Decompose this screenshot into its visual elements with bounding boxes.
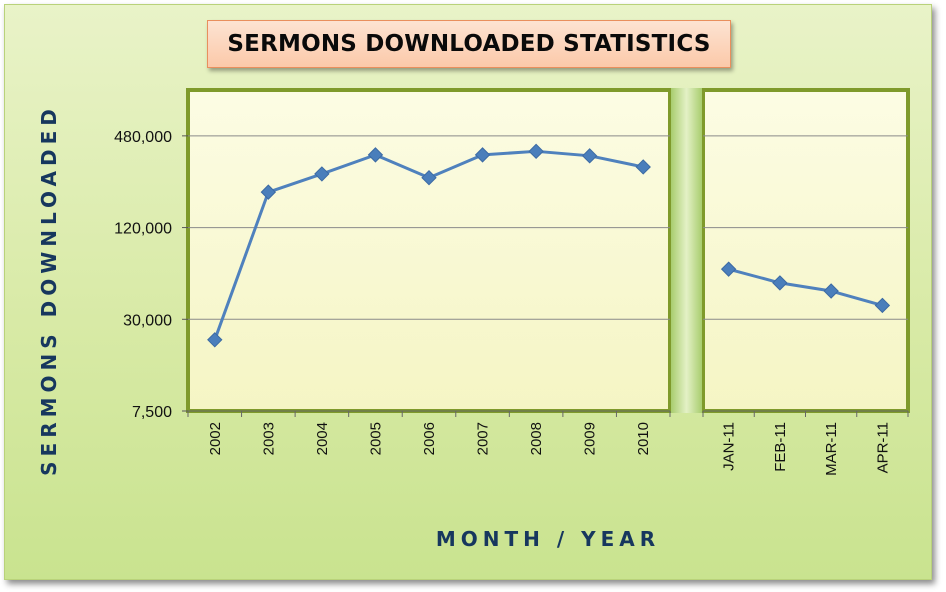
- data-point-2010: [635, 159, 651, 175]
- x-tick-label-APR-11: APR-11: [874, 422, 891, 473]
- x-tick-label-2005: 2005: [367, 422, 384, 455]
- data-point-2004: [314, 166, 330, 182]
- series-line-2: [728, 267, 883, 307]
- data-point-2008: [528, 143, 544, 160]
- data-point-MAR-11: [823, 283, 839, 299]
- data-point-2005: [367, 147, 384, 163]
- data-point-2003: [260, 184, 277, 200]
- chart-title-box: SERMONS DOWNLOADED STATISTICS: [207, 20, 731, 68]
- x-tick-label-2008: 2008: [528, 422, 545, 455]
- data-point-FEB-11: [772, 275, 788, 291]
- x-tick-label-2007: 2007: [475, 422, 492, 455]
- data-point-2009: [581, 148, 598, 164]
- x-tick-label-2002: 2002: [207, 422, 224, 455]
- x-tick-label-2010: 2010: [635, 422, 652, 455]
- y-tick-label: 120,000: [114, 221, 172, 238]
- x-tick-label-JAN-11: JAN-11: [721, 422, 738, 471]
- x-tick-label-2004: 2004: [314, 422, 331, 455]
- x-tick-label-2003: 2003: [260, 422, 277, 455]
- y-tick-label: 30,000: [123, 312, 172, 329]
- data-point-JAN-11: [720, 261, 737, 277]
- plot-area-2: [701, 88, 910, 413]
- data-point-2002: [207, 332, 223, 348]
- y-axis-title: SERMONS DOWNLOADED: [37, 104, 61, 476]
- x-tick-label-FEB-11: FEB-11: [772, 422, 789, 472]
- panel-gap: [671, 88, 702, 413]
- x-tick-label-2006: 2006: [421, 422, 438, 455]
- data-point-2006: [421, 169, 437, 186]
- x-axis-title: MONTH / YEAR: [436, 527, 660, 551]
- x-tick-label-MAR-11: MAR-11: [823, 422, 840, 476]
- data-point-2007: [474, 147, 491, 163]
- plot-area-1: [186, 88, 672, 413]
- y-tick-label: 7,500: [132, 404, 172, 421]
- x-tick-label-2009: 2009: [582, 422, 599, 455]
- y-tick-label: 480,000: [114, 129, 172, 146]
- chart-title: SERMONS DOWNLOADED STATISTICS: [227, 31, 711, 57]
- data-point-APR-11: [874, 297, 891, 314]
